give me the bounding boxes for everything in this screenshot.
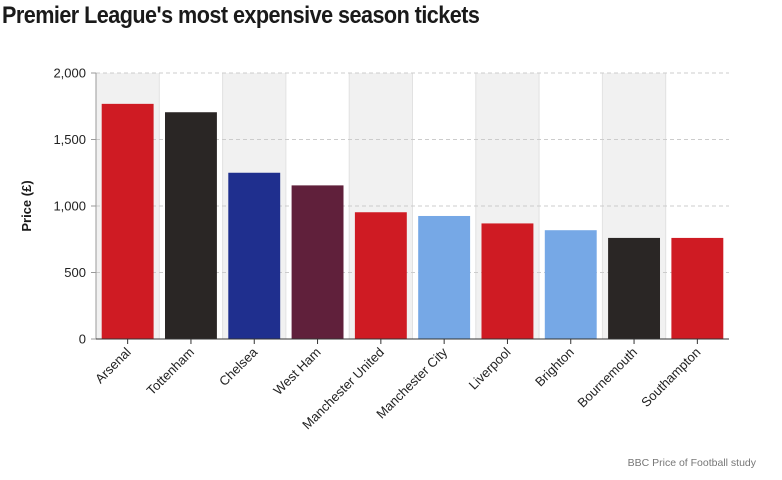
- x-tick-label: Bournemouth: [574, 345, 640, 411]
- y-tick-label: 1,000: [53, 199, 86, 214]
- x-tick-label: Tottenham: [144, 345, 198, 399]
- bar-manchester-united: [354, 212, 407, 339]
- bar-bournemouth: [608, 237, 661, 339]
- bar-brighton: [544, 230, 597, 339]
- bar-chelsea: [228, 172, 281, 339]
- y-axis-title: Price (£): [19, 180, 34, 231]
- chart-title: Premier League's most expensive season t…: [2, 2, 480, 29]
- y-tick-label: 500: [64, 265, 86, 280]
- source-note: BBC Price of Football study: [627, 457, 756, 469]
- x-tick-label: Arsenal: [92, 344, 134, 386]
- y-tick-label: 2,000: [53, 66, 86, 81]
- bar-manchester-city: [418, 215, 471, 339]
- bar-west-ham: [291, 185, 344, 339]
- x-tick-label: Brighton: [532, 345, 577, 390]
- x-tick-label: Liverpool: [466, 344, 514, 392]
- y-tick-label: 1,500: [53, 132, 86, 147]
- x-tick-labels: Arsenal Tottenham Chelsea West HamMancheste…: [92, 344, 703, 432]
- bar-southampton: [671, 237, 724, 339]
- bar-tottenham: [164, 112, 217, 339]
- x-tick-label: Chelsea: [216, 344, 261, 389]
- y-tick-labels: 0 500 1,000 1,500 2,000: [53, 66, 86, 347]
- bar-liverpool: [481, 223, 534, 339]
- gridlines: [96, 72, 729, 339]
- y-tick-label: 0: [79, 332, 86, 347]
- axes: [91, 72, 729, 344]
- x-tick-label: West Ham: [270, 345, 323, 398]
- bar-arsenal: [101, 103, 154, 339]
- x-tick-label: Southampton: [638, 345, 703, 410]
- bars: [101, 103, 724, 339]
